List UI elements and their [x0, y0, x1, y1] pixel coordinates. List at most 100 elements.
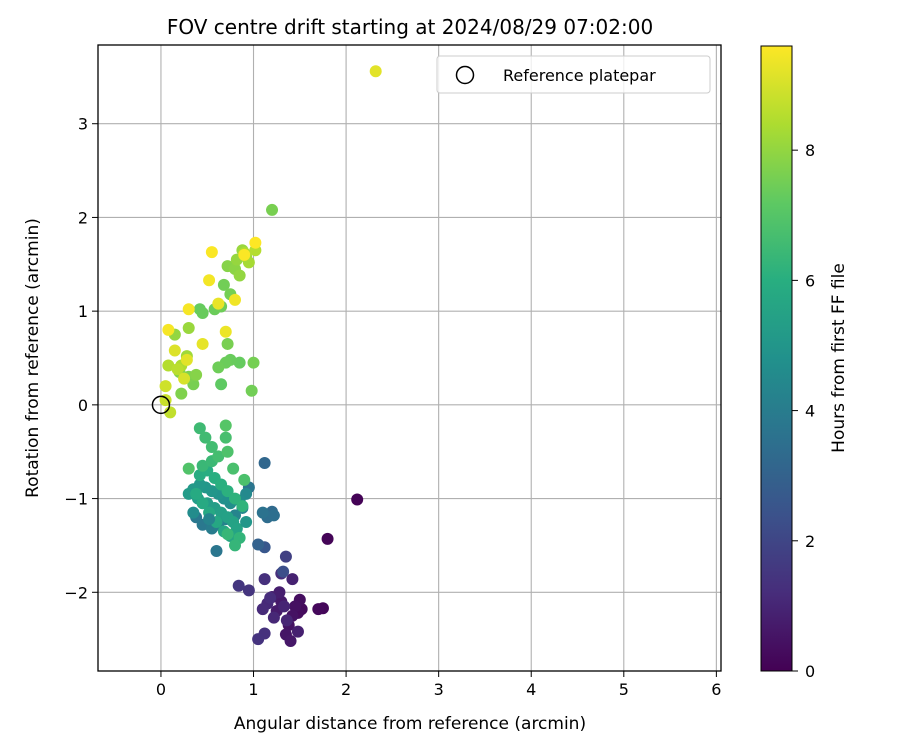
- legend: Reference platepar: [436, 55, 711, 94]
- chart-title: FOV centre drift starting at 2024/08/29 …: [167, 15, 653, 39]
- data-point: [199, 431, 212, 444]
- data-point: [180, 353, 193, 366]
- data-point: [252, 633, 265, 646]
- data-point: [273, 586, 286, 599]
- data-point: [193, 422, 206, 435]
- data-point: [284, 635, 297, 648]
- data-point: [205, 441, 218, 454]
- colorbar-label: Hours from first FF file: [829, 263, 849, 453]
- data-point: [159, 380, 172, 393]
- data-point: [229, 293, 242, 306]
- data-point: [190, 487, 203, 500]
- data-point: [245, 384, 258, 397]
- data-point: [182, 303, 195, 316]
- data-point: [229, 539, 242, 552]
- x-tick-label: 0: [156, 680, 166, 699]
- data-point: [266, 203, 279, 216]
- data-point: [221, 528, 234, 541]
- data-point: [258, 573, 271, 586]
- colorbar-ticks: 0 2 4 6 8: [792, 141, 815, 681]
- data-point: [182, 322, 195, 335]
- data-point: [164, 406, 177, 419]
- data-point: [236, 500, 249, 513]
- y-tick-label: 1: [78, 302, 88, 321]
- x-axis-ticks: 0 1 2 3 4 5 6: [156, 671, 721, 699]
- y-tick-label: 2: [78, 208, 88, 227]
- data-point: [196, 307, 209, 320]
- data-point: [280, 614, 293, 627]
- y-axis-ticks: −2 −1 0 1 2 3: [64, 115, 98, 602]
- data-point: [267, 509, 280, 522]
- data-point: [221, 445, 234, 458]
- colorbar-tick-label: 8: [805, 141, 815, 160]
- data-point: [203, 513, 216, 526]
- x-tick-label: 2: [341, 680, 351, 699]
- colorbar-tick-label: 4: [805, 402, 815, 421]
- data-point: [175, 387, 188, 400]
- y-tick-label: −2: [64, 583, 88, 602]
- x-tick-label: 3: [434, 680, 444, 699]
- data-point: [256, 506, 269, 519]
- data-point: [196, 497, 209, 510]
- x-tick-label: 6: [711, 680, 721, 699]
- data-point: [203, 274, 216, 287]
- data-point: [242, 584, 255, 597]
- data-point: [212, 361, 225, 374]
- data-point: [196, 337, 209, 350]
- legend-box: [436, 55, 711, 94]
- data-point: [217, 278, 230, 291]
- colorbar-tick-label: 6: [805, 271, 815, 290]
- data-point: [238, 473, 251, 486]
- data-point: [256, 603, 269, 616]
- x-axis-label: Angular distance from reference (arcmin): [234, 714, 586, 734]
- data-point: [182, 462, 195, 475]
- data-point: [229, 492, 242, 505]
- data-point: [233, 356, 246, 369]
- data-point: [278, 600, 291, 613]
- data-point: [196, 459, 209, 472]
- data-point: [286, 573, 299, 586]
- data-point: [321, 532, 334, 545]
- data-point: [267, 611, 280, 624]
- data-point: [178, 372, 191, 385]
- data-point: [279, 550, 292, 563]
- data-point: [187, 506, 200, 519]
- data-point: [210, 545, 223, 558]
- y-tick-label: 3: [78, 115, 88, 134]
- data-point: [221, 337, 234, 350]
- y-tick-label: 0: [78, 396, 88, 415]
- data-point: [215, 378, 228, 391]
- data-point: [171, 363, 184, 376]
- data-point: [264, 591, 277, 604]
- data-point: [219, 325, 232, 338]
- data-point: [168, 344, 181, 357]
- data-point: [233, 269, 246, 282]
- data-point: [205, 246, 218, 259]
- data-point: [219, 419, 232, 432]
- data-point: [162, 323, 175, 336]
- data-point: [162, 359, 175, 372]
- data-point: [249, 236, 262, 249]
- legend-entry-reference-platepar: Reference platepar: [503, 66, 656, 85]
- x-tick-label: 1: [248, 680, 258, 699]
- data-points: [159, 65, 382, 648]
- colorbar: [760, 45, 793, 672]
- data-point: [212, 450, 225, 463]
- data-point: [277, 565, 290, 578]
- data-point: [219, 431, 232, 444]
- data-point: [221, 485, 234, 498]
- x-tick-label: 4: [526, 680, 536, 699]
- data-point: [238, 248, 251, 261]
- data-point: [351, 493, 364, 506]
- data-point: [252, 538, 265, 551]
- data-point: [212, 297, 225, 310]
- data-point: [240, 515, 253, 528]
- data-point: [258, 456, 271, 469]
- data-point: [369, 65, 382, 78]
- data-point: [312, 603, 325, 616]
- legend-marker-icon: [455, 65, 475, 85]
- plot-frame: [97, 44, 722, 672]
- y-axis-label: Rotation from reference (arcmin): [23, 218, 43, 498]
- y-tick-label: −1: [64, 490, 88, 509]
